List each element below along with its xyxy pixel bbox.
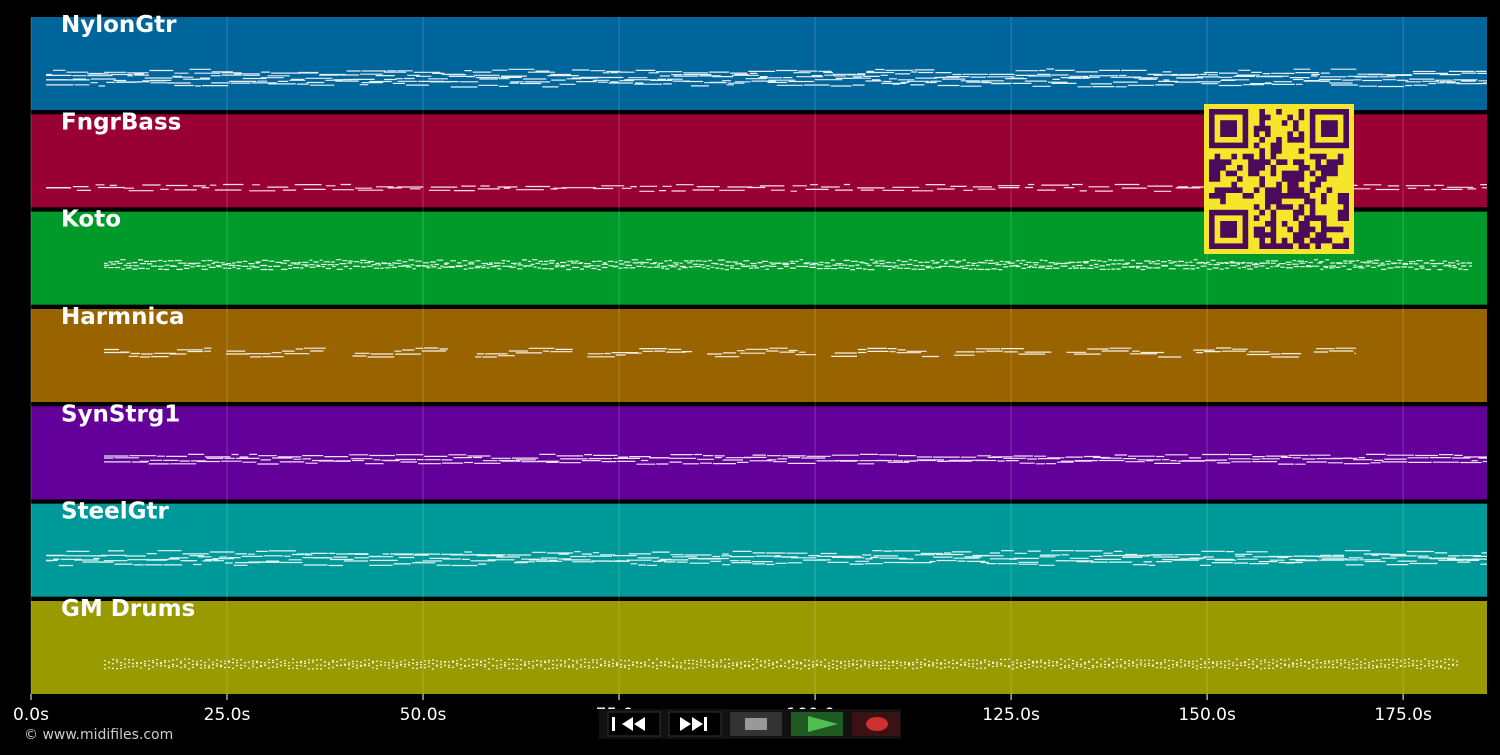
- qr-finder: [1220, 120, 1237, 137]
- play-button[interactable]: [791, 712, 843, 736]
- x-tick-label: 25.0s: [204, 705, 251, 725]
- note-pattern: [104, 347, 1356, 358]
- note-pattern: [46, 68, 1487, 88]
- track-lane: [31, 601, 1487, 694]
- play-icon: [808, 716, 838, 732]
- x-tick-label: 125.0s: [982, 705, 1040, 725]
- track-name: GM Drums: [61, 596, 195, 622]
- track-name: SteelGtr: [61, 499, 170, 525]
- track-name: SynStrg1: [61, 401, 180, 427]
- track-lane: [31, 17, 1487, 110]
- copyright: © www.midifiles.com: [24, 727, 173, 743]
- qr-modules: [1209, 109, 1349, 249]
- rewind-button[interactable]: [607, 711, 661, 737]
- track-name: Koto: [61, 207, 121, 233]
- x-tick-label: 175.0s: [1374, 705, 1432, 725]
- x-tick-label: 50.0s: [400, 705, 447, 725]
- qr-finder: [1321, 120, 1338, 137]
- qr-code: [1204, 104, 1354, 254]
- rewind-icon: [612, 717, 645, 731]
- record-button[interactable]: [852, 712, 900, 736]
- x-tick-label: 150.0s: [1178, 705, 1236, 725]
- track-name: FngrBass: [61, 109, 181, 135]
- labels: NylonGtr FngrBass Koto Harmnica SynStrg1 Stee…: [61, 12, 195, 622]
- note-pattern: [46, 550, 1487, 567]
- track-name: Harmnica: [61, 304, 185, 330]
- stop-button[interactable]: [730, 712, 782, 736]
- note-pattern: [104, 259, 1472, 271]
- forward-icon: [680, 717, 707, 731]
- note-pattern: [104, 658, 1458, 670]
- notes: [46, 68, 1487, 670]
- x-tick-label: 0.0s: [13, 705, 49, 725]
- forward-button[interactable]: [668, 711, 722, 737]
- track-lane: [31, 503, 1487, 597]
- track-lane: [31, 309, 1487, 402]
- stop-icon: [745, 718, 767, 730]
- track-lane: [31, 406, 1487, 500]
- note-pattern: [104, 453, 1487, 465]
- track-name: NylonGtr: [61, 12, 177, 38]
- transport-controls: [599, 709, 901, 739]
- record-icon: [866, 717, 888, 731]
- qr-finder: [1220, 221, 1237, 238]
